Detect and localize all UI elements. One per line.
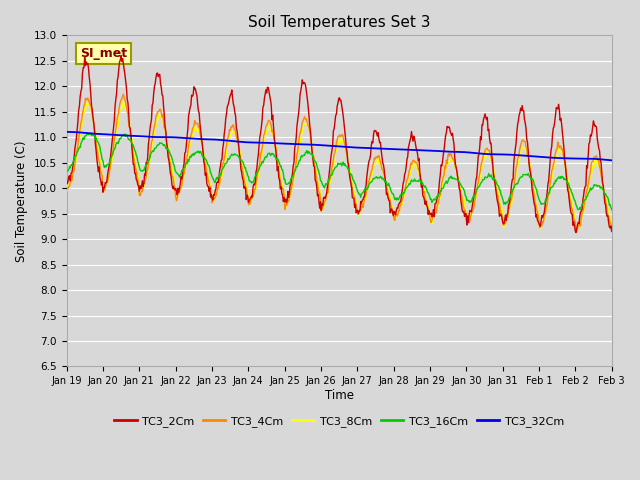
Title: Soil Temperatures Set 3: Soil Temperatures Set 3 xyxy=(248,15,430,30)
X-axis label: Time: Time xyxy=(324,389,354,402)
Text: SI_met: SI_met xyxy=(80,47,127,60)
Y-axis label: Soil Temperature (C): Soil Temperature (C) xyxy=(15,140,28,262)
Legend: TC3_2Cm, TC3_4Cm, TC3_8Cm, TC3_16Cm, TC3_32Cm: TC3_2Cm, TC3_4Cm, TC3_8Cm, TC3_16Cm, TC3… xyxy=(110,412,568,432)
